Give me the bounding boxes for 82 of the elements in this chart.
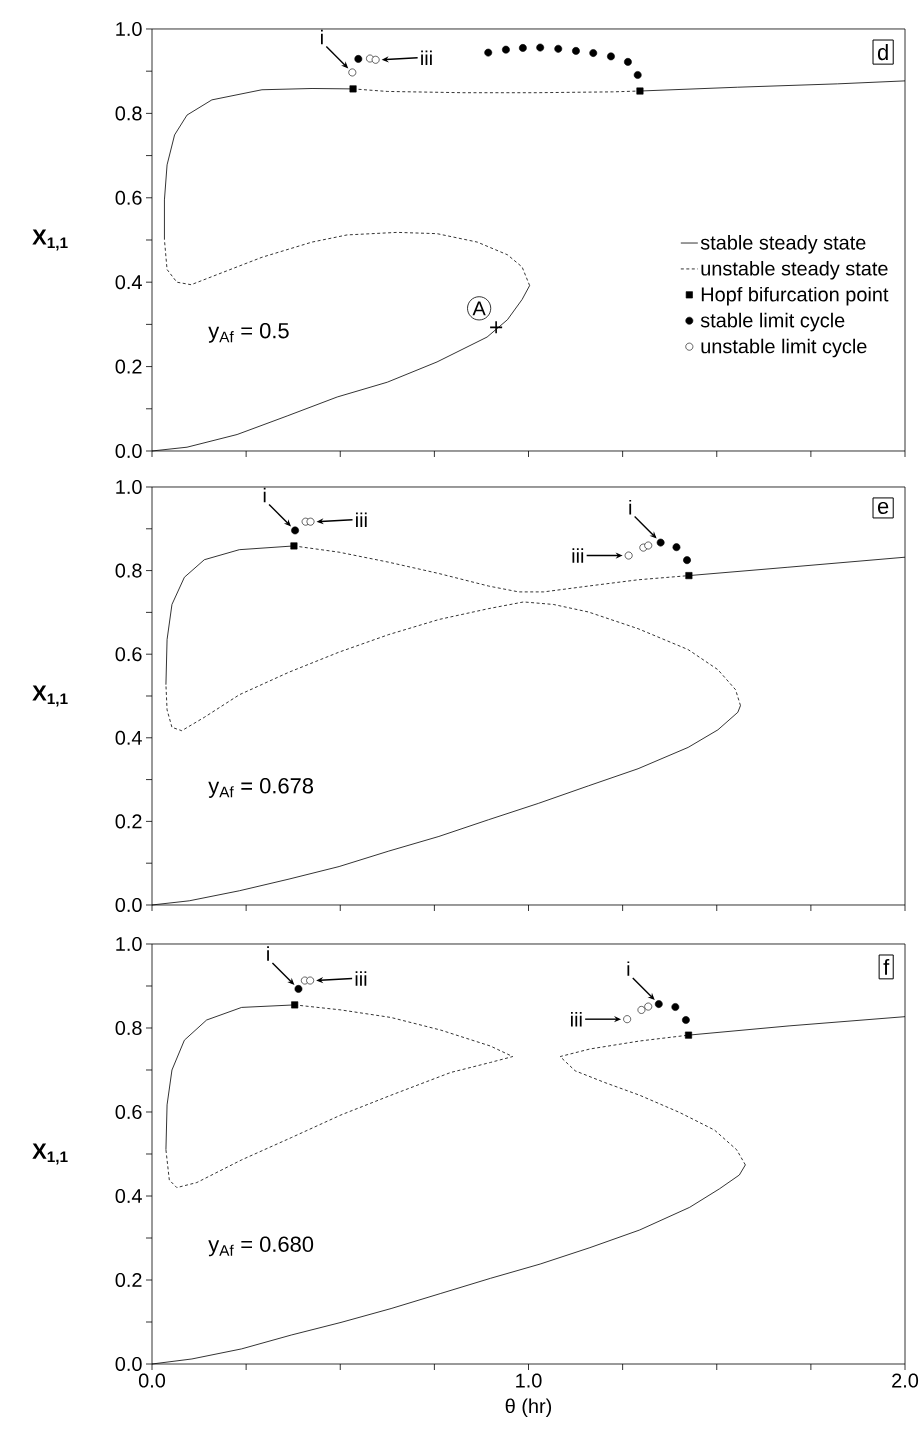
- y-tick-label: 0.6: [115, 647, 142, 662]
- annotation: e: [877, 501, 889, 514]
- point: [685, 572, 693, 580]
- y-tick-label: 0.4: [115, 730, 142, 745]
- y-tick-label: 0.4: [115, 1188, 142, 1204]
- point: [681, 1016, 690, 1024]
- point: [636, 87, 644, 95]
- y-tick-label: 0.2: [115, 359, 142, 374]
- point: [371, 55, 380, 64]
- annotation: i: [629, 499, 632, 515]
- y-tick-label: 0.0: [115, 897, 142, 913]
- x-tick-label: 0.0: [138, 1373, 166, 1388]
- point: [536, 43, 545, 52]
- x-tick-label: 1.0: [516, 1373, 542, 1388]
- y-tick-label: 0.2: [115, 1272, 142, 1288]
- point: [644, 1002, 653, 1011]
- point: [484, 48, 493, 57]
- y-tick-label: 0.2: [115, 814, 142, 829]
- y-tick-label: 1.0: [116, 21, 142, 37]
- point: [685, 1031, 693, 1039]
- annotation: y$_{Af}$ = 0.678: [208, 778, 314, 798]
- annotation: f: [883, 958, 890, 975]
- annotation: y$_{Af}$ = 0.5: [208, 322, 289, 343]
- point: [656, 538, 665, 547]
- y-tick-label: 0.8: [115, 563, 142, 578]
- y-tick-label: 0.0: [115, 443, 142, 459]
- y-tick-label: 1.0: [116, 936, 142, 952]
- legend-label: Hopf bifurcation point: [701, 286, 889, 306]
- annotation: iii: [356, 512, 367, 527]
- point: [502, 45, 510, 54]
- y-tick-label: 0.8: [115, 1020, 142, 1036]
- y-axis-title: X$_{1,1}$: [32, 1143, 68, 1165]
- annotation: i: [627, 961, 630, 976]
- point: [348, 68, 357, 77]
- y-tick-label: 0.6: [115, 1104, 142, 1120]
- point: [290, 542, 298, 550]
- legend-label: stable limit cycle: [700, 312, 845, 332]
- annotation: i: [321, 29, 323, 45]
- point: [624, 551, 633, 560]
- point: [589, 49, 598, 57]
- point: [623, 1015, 632, 1024]
- y-tick-label: 0.4: [115, 275, 142, 290]
- point: [683, 556, 691, 565]
- point: [489, 320, 503, 335]
- annotation: iii: [421, 50, 432, 66]
- point: [607, 52, 615, 61]
- x-axis-title: θ (hr): [505, 1398, 552, 1418]
- point: [354, 55, 363, 63]
- y-tick-label: 1.0: [116, 479, 142, 495]
- legend-label: unstable limit cycle: [701, 338, 867, 358]
- annotation: d: [877, 44, 888, 61]
- x-tick-label: 2.0: [892, 1373, 919, 1388]
- point: [633, 71, 642, 79]
- point: [672, 543, 681, 552]
- point: [637, 1006, 646, 1014]
- annotation: A: [472, 301, 486, 316]
- annotation: y$_{Af}$ = 0.680: [208, 1236, 314, 1257]
- y-tick-label: 0.6: [115, 190, 142, 205]
- point: [518, 44, 527, 52]
- annotation: iii: [571, 1011, 582, 1027]
- annotation: i: [267, 946, 269, 961]
- point: [624, 58, 632, 66]
- point: [291, 1001, 299, 1009]
- y-axis-title: X$_{1,1}$: [32, 229, 68, 251]
- point: [294, 985, 303, 993]
- annotation: iii: [572, 548, 584, 563]
- y-axis-title: X$_{1,1}$: [32, 685, 68, 707]
- y-tick-label: 0.8: [115, 106, 142, 121]
- legend-label: stable steady state: [700, 235, 866, 254]
- legend-label: unstable steady state: [701, 260, 888, 280]
- point: [671, 1003, 680, 1011]
- point: [306, 976, 315, 985]
- point: [349, 85, 357, 93]
- point: [644, 541, 653, 550]
- point: [572, 47, 580, 55]
- point: [654, 1000, 663, 1008]
- annotation: i: [263, 487, 266, 503]
- point: [306, 517, 315, 526]
- y-tick-label: 0.0: [115, 1356, 142, 1372]
- point: [554, 44, 563, 53]
- annotation: iii: [355, 971, 367, 986]
- point: [291, 526, 299, 535]
